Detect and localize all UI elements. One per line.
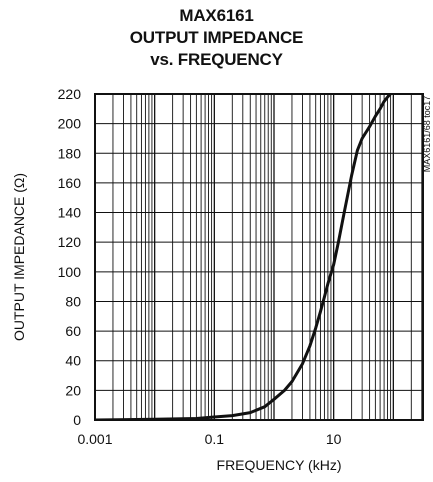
y-axis-label: OUTPUT IMPEDANCE (Ω) xyxy=(11,173,27,341)
chart-title-line-2: OUTPUT IMPEDANCE xyxy=(129,28,304,47)
chart-title-line-3: vs. FREQUENCY xyxy=(150,50,283,69)
y-tick-label: 120 xyxy=(58,234,82,250)
x-tick-label: 10 xyxy=(326,431,342,447)
y-tick-label: 180 xyxy=(58,145,82,161)
x-tick-label: 0.001 xyxy=(77,431,112,447)
y-tick-label: 0 xyxy=(73,412,81,428)
y-tick-labels: 0 20 40 60 80 100 120 140 160 180 200 220 xyxy=(58,86,82,428)
y-tick-label: 80 xyxy=(65,293,81,309)
x-tick-label: 0.1 xyxy=(205,431,225,447)
grid-lines xyxy=(95,94,423,420)
x-axis-label: FREQUENCY (kHz) xyxy=(217,457,342,473)
y-tick-label: 160 xyxy=(58,175,82,191)
y-tick-label: 20 xyxy=(65,382,81,398)
y-tick-label: 40 xyxy=(65,353,81,369)
y-tick-label: 220 xyxy=(58,86,82,102)
y-tick-label: 140 xyxy=(58,205,82,221)
plot-frame xyxy=(94,93,424,421)
y-tick-label: 100 xyxy=(58,264,82,280)
figure-id-note: MAX6161/68 toc17 xyxy=(422,96,432,173)
impedance-curve xyxy=(95,94,393,420)
chart-title-line-1: MAX6161 xyxy=(179,6,254,25)
y-tick-label: 200 xyxy=(58,116,82,132)
y-tick-label: 60 xyxy=(65,323,81,339)
